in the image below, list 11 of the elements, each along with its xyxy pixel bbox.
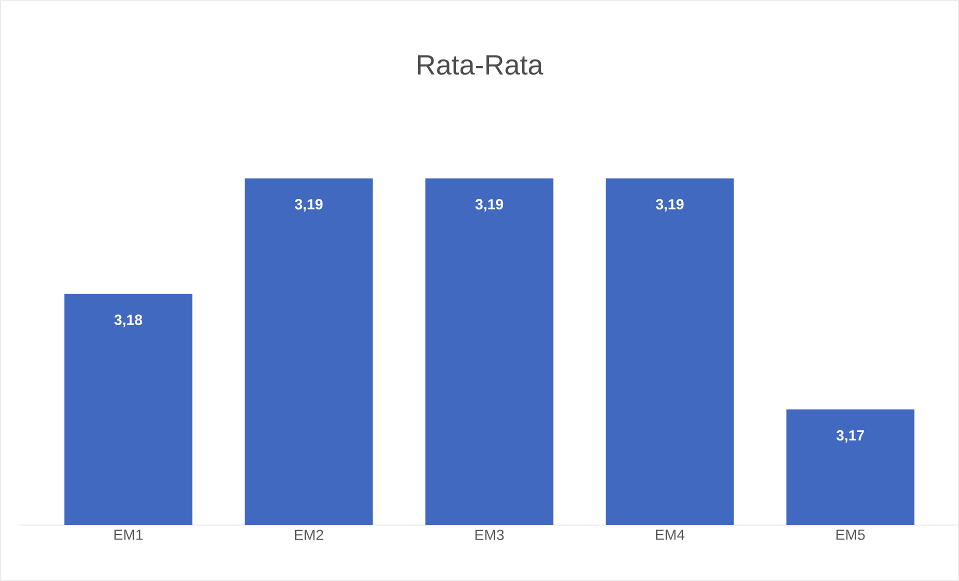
x-tick-label: EM1: [114, 530, 143, 540]
data-label: 3,19: [475, 199, 504, 212]
x-tick-label: EM3: [475, 530, 504, 540]
x-tick-label: EM4: [656, 530, 684, 540]
x-tick-label: EM2: [294, 530, 324, 540]
x-tick-label: EM5: [836, 530, 865, 540]
data-label: 3,18: [114, 314, 142, 328]
data-label: 3,19: [656, 199, 684, 212]
data-label: 3,19: [294, 199, 323, 212]
data-label: 3,17: [836, 430, 864, 443]
chart-title: Rata-Rata: [418, 55, 544, 75]
